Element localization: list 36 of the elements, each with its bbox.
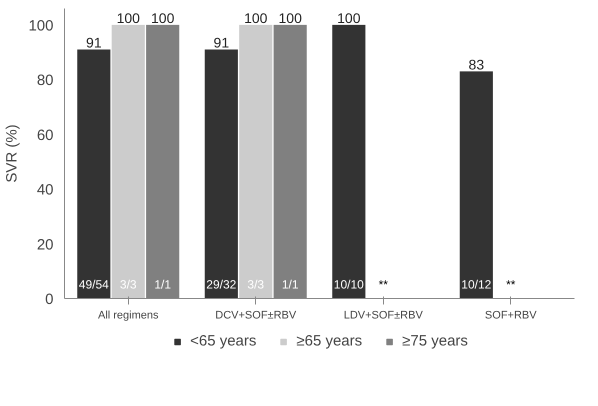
legend-label: ≥65 years	[296, 332, 362, 350]
data-label: 100	[337, 10, 361, 26]
data-label: 100	[244, 10, 268, 26]
x-tick-label: All regimens	[98, 310, 160, 322]
data-label: 100	[278, 10, 302, 26]
annotation: 49/54	[78, 278, 110, 292]
data-label: 91	[214, 34, 230, 51]
bar	[239, 24, 272, 298]
data-label: 100	[150, 10, 175, 26]
data-label: 91	[86, 34, 102, 51]
annotation: **	[378, 278, 388, 292]
y-tick-label: 40	[36, 182, 54, 199]
data-label: 100	[116, 10, 140, 26]
bar	[112, 24, 145, 298]
annotation: **	[506, 278, 516, 292]
annotation: 1/1	[282, 278, 299, 292]
annotation: 29/32	[206, 278, 237, 292]
y-tick-label: 80	[36, 72, 54, 90]
annotation: 10/12	[461, 278, 492, 292]
data-label: 83	[468, 56, 484, 72]
y-tick-label: 20	[36, 236, 54, 254]
x-tick-label: LDV+SOF±RBV	[344, 310, 424, 322]
annotation: 1/1	[154, 278, 172, 292]
legend-label: ≥75 years	[402, 332, 468, 350]
y-tick-label: 100	[28, 17, 54, 34]
y-axis-title: SVR (%)	[3, 124, 20, 183]
annotation: 10/10	[334, 278, 364, 292]
bar	[332, 24, 366, 298]
bar	[204, 50, 238, 298]
y-tick-label: 60	[36, 126, 54, 144]
bar	[460, 71, 493, 298]
x-tick-label: SOF+RBV	[484, 310, 538, 322]
x-tick-label: DCV+SOF±RBV	[215, 310, 297, 322]
y-tick-label: 0	[45, 291, 54, 308]
bar	[77, 50, 110, 298]
legend-label: <65 years	[190, 332, 256, 350]
